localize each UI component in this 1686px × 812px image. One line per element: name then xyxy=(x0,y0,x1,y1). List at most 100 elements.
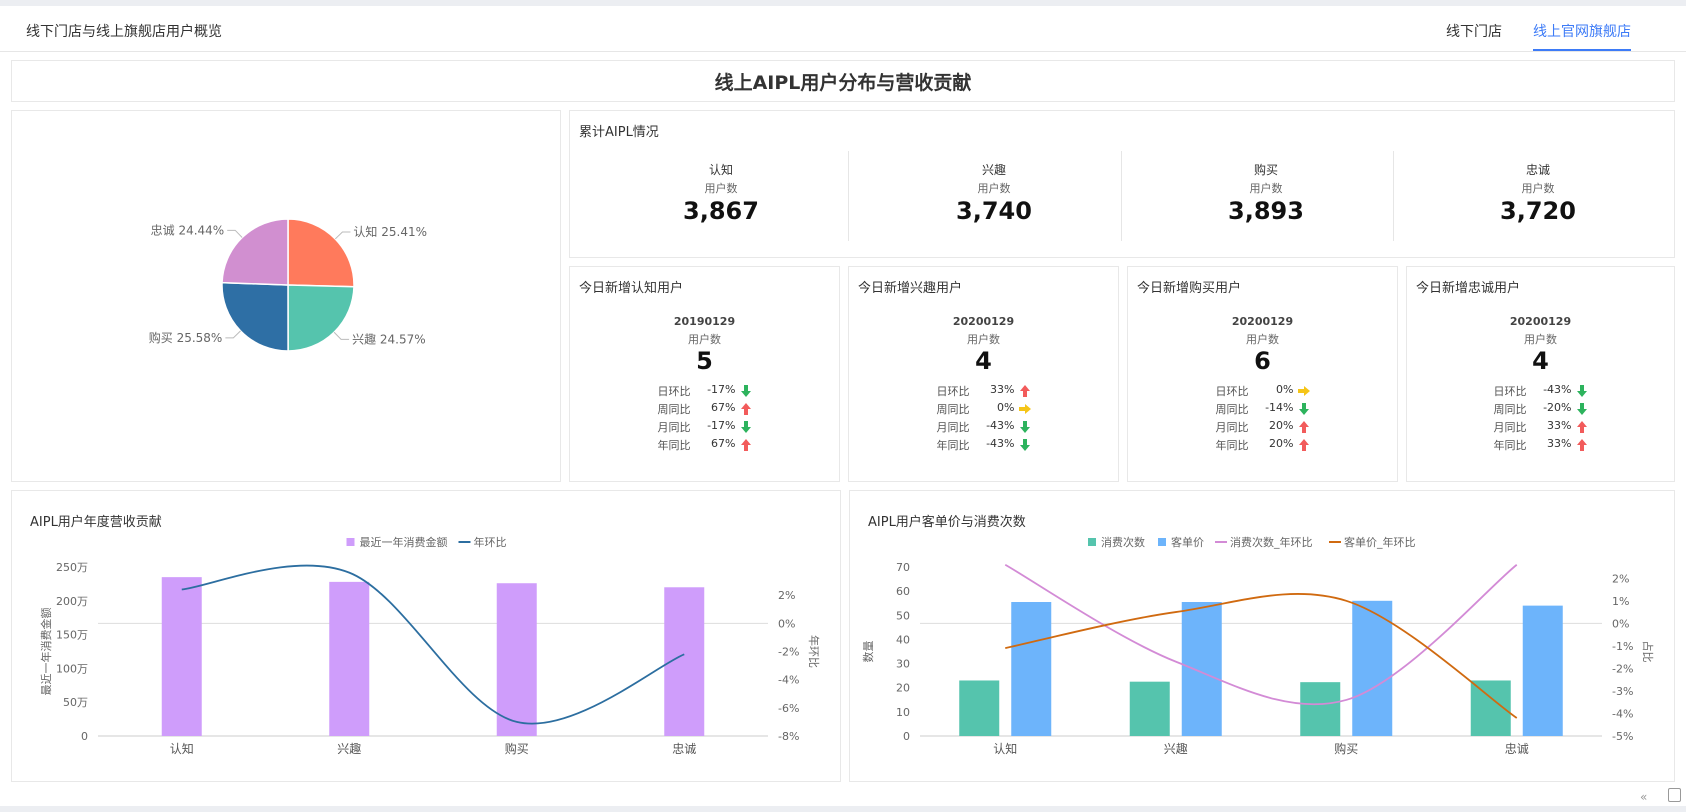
comparison-row: 日环比 33% xyxy=(849,383,1118,401)
collapse-icon[interactable]: « xyxy=(1640,790,1648,804)
legend-swatch xyxy=(1158,538,1166,546)
x-tick-label: 购买 xyxy=(505,741,529,756)
comparison-pct: -43% xyxy=(986,437,1015,450)
tab-offline-store[interactable]: 线下门店 xyxy=(1446,24,1502,40)
comparison-row: 年同比 67% xyxy=(570,437,839,455)
y-tick-label: 30 xyxy=(896,658,910,671)
arrow-up-shape xyxy=(1298,421,1309,433)
comparison-row: 年同比 -43% xyxy=(849,437,1118,455)
arrow-up-shape xyxy=(1576,439,1587,451)
x-tick-label: 认知 xyxy=(170,742,194,756)
comparison-row: 周同比 67% xyxy=(570,401,839,419)
stat-purchase: 购买 用户数 3,893 xyxy=(1176,161,1356,225)
y-tick-label: 40 xyxy=(896,633,910,646)
today-card-title: 今日新增忠诚用户 xyxy=(1416,281,1521,296)
price-chart-card: AIPL用户客单价与消费次数 0 10 20 30 40 50 60 70 -5% -4% -3% -… xyxy=(849,490,1675,782)
today-card-title: 今日新增认知用户 xyxy=(579,281,684,296)
today-value: 5 xyxy=(696,347,713,375)
today-date: 20190129 xyxy=(673,315,736,328)
stat-value: 3,720 xyxy=(1500,197,1576,225)
y-tick-label: 60 xyxy=(896,585,910,598)
pie-chart: 认知 25.41% 兴趣 24.57% 购买 25.58% 忠诚 24.44% xyxy=(149,218,427,352)
y2-tick-label: -6% xyxy=(778,702,799,715)
y2-tick-label: 1% xyxy=(1612,595,1629,608)
comparison-label: 年同比 xyxy=(657,439,691,452)
y-tick-label: 100万 xyxy=(56,662,88,675)
revenue-chart-card: AIPL用户年度营收贡献 0 50万 100万 150万 200万 250万 -8% -6% -… xyxy=(11,490,841,782)
arrow-up-shape xyxy=(1019,385,1030,397)
trend-down-icon xyxy=(1019,421,1030,433)
price-chart: 0 10 20 30 40 50 60 70 -5% -4% -3% -2% -1% 0% 1% 2% 认知 兴趣… xyxy=(862,535,1655,756)
page-icon[interactable] xyxy=(1668,788,1681,802)
x-tick-label: 忠诚 xyxy=(1505,742,1529,756)
comparison-pct: -43% xyxy=(986,419,1015,432)
cumulative-title: 累计AIPL情况 xyxy=(579,125,659,140)
section-banner: 线上AIPL用户分布与营收贡献 xyxy=(11,60,1675,102)
comparison-pct: -20% xyxy=(1543,401,1572,414)
trend-down-icon xyxy=(1298,403,1309,415)
arrow-down-shape xyxy=(1019,421,1030,433)
comparison-label: 年同比 xyxy=(1493,439,1527,452)
y2-axis-title: 占比 xyxy=(1641,641,1655,663)
pie-slice xyxy=(287,284,355,352)
legend-label: 消费次数_年环比 xyxy=(1230,535,1313,549)
today-value: 4 xyxy=(975,347,992,375)
comparison-pct: 67% xyxy=(711,437,736,450)
y-tick-label: 70 xyxy=(896,561,910,574)
today-value: 4 xyxy=(1532,347,1549,375)
y-tick-label: 10 xyxy=(896,706,910,719)
pie-label: 认知 25.41% xyxy=(353,225,427,239)
comparison-pct: 67% xyxy=(711,401,736,414)
comparison-pct: 0% xyxy=(1276,383,1294,396)
y2-tick-label: 2% xyxy=(778,589,795,602)
today-new-card: 今日新增兴趣用户 20200129 用户数 4 日环比 33% 周同比 0% 月… xyxy=(848,266,1119,482)
today-stat: 20190129 用户数 5 xyxy=(570,315,839,375)
today-card-title: 今日新增购买用户 xyxy=(1137,281,1242,296)
arrow-down-shape xyxy=(1298,403,1309,415)
trend-down-icon xyxy=(1576,403,1587,415)
comparison-pct: 0% xyxy=(997,401,1015,414)
y-tick-label: 50 xyxy=(896,609,910,622)
y2-tick-label: -5% xyxy=(1612,730,1633,743)
comparison-label: 周同比 xyxy=(657,403,691,416)
divider xyxy=(1121,151,1122,241)
top-bar: 线下门店与线上旗舰店用户概览 线下门店 线上官网旗舰店 xyxy=(0,6,1686,52)
y2-tick-label: 2% xyxy=(1612,572,1629,585)
comparison-label: 月同比 xyxy=(936,421,970,434)
stat-value: 3,740 xyxy=(956,197,1032,225)
y-tick-label: 0 xyxy=(903,730,910,743)
arrow-up-shape xyxy=(740,403,751,415)
pie-label-line xyxy=(225,330,241,339)
today-new-card: 今日新增购买用户 20200129 用户数 6 日环比 0% 周同比 -14% … xyxy=(1127,266,1398,482)
comparison-label: 周同比 xyxy=(936,403,970,416)
y2-tick-label: -2% xyxy=(778,646,799,659)
comparison-label: 日环比 xyxy=(1493,385,1527,398)
comparison-label: 年同比 xyxy=(936,439,970,452)
today-sub: 用户数 xyxy=(1246,333,1279,346)
comparison-pct: 20% xyxy=(1269,419,1294,432)
comparison-row: 月同比 -17% xyxy=(570,419,839,437)
today-sub: 用户数 xyxy=(967,333,1000,346)
legend-label: 客单价 xyxy=(1171,535,1204,549)
tab-online-flagship[interactable]: 线上官网旗舰店 xyxy=(1533,24,1631,40)
pie-slice xyxy=(221,281,289,352)
divider xyxy=(848,151,849,241)
y2-tick-label: 0% xyxy=(778,617,795,630)
y-tick-label: 50万 xyxy=(63,696,88,709)
today-date: 20200129 xyxy=(1509,315,1572,328)
comparison-label: 日环比 xyxy=(657,385,691,398)
stat-interest: 兴趣 用户数 3,740 xyxy=(904,161,1084,225)
legend-label: 客单价_年环比 xyxy=(1344,535,1416,549)
today-new-card: 今日新增认知用户 20190129 用户数 5 日环比 -17% 周同比 67%… xyxy=(569,266,840,482)
pie-slice xyxy=(221,218,289,286)
stat-name: 购买 xyxy=(1253,163,1278,177)
trend-up-icon xyxy=(1576,439,1587,451)
x-tick-label: 忠诚 xyxy=(672,742,696,756)
legend-swatch xyxy=(346,538,355,546)
series-line xyxy=(181,564,685,725)
trend-up-icon xyxy=(740,439,751,451)
pie-label-line xyxy=(334,231,351,240)
arrow-down-shape xyxy=(1576,385,1587,397)
bar xyxy=(1522,605,1563,736)
today-stat: 20200129 用户数 6 xyxy=(1128,315,1397,375)
